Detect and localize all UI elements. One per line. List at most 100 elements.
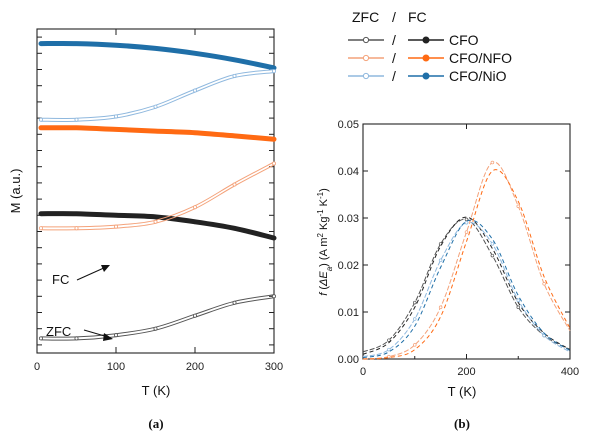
panel-a-series-cfo-nio-zfc-point-200	[192, 88, 197, 93]
fc-annotation: FC	[52, 272, 69, 287]
panel-b-series-cfo-nfo-zfc-point-200	[464, 230, 469, 234]
panel-b-series-cfo-nio-zfc-point-50	[387, 347, 391, 352]
panel-a-series-cfo-nio-zfc-point-50	[74, 117, 79, 122]
panel-a-series-cfo-nfo-zfc-point-150	[153, 219, 158, 224]
panel-a-series-cfo-nfo-fc	[38, 125, 277, 142]
panel-a-x-tick-label-300: 300	[265, 361, 283, 373]
panel-a-series-cfo-nio-zfc-point-5	[38, 117, 43, 122]
panel-a-series-cfo-nio-zfc-point-250	[232, 73, 237, 78]
panel-a-series-cfo-nio-zfc-point-100	[114, 114, 119, 119]
legend-cfo-nio-sep: /	[392, 68, 396, 84]
panel-b-series-cfo-fc	[362, 216, 571, 355]
panel-a-x-tick-label-100: 100	[107, 361, 125, 373]
panel-a-label: (a)	[148, 416, 163, 431]
zfc-arrowhead	[103, 333, 113, 341]
panel-a-series-cfo-zfc-point-300	[271, 294, 276, 299]
panel-a-x-tick-label-0: 0	[34, 361, 40, 373]
panel-b-series-cfo-nio-fc	[362, 219, 571, 359]
panel-a-series-cfo-nfo-zfc-point-5	[38, 226, 43, 231]
panel-b-series-cfo-nfo-zfc-point-250	[490, 160, 495, 165]
panel-b-series-cfo-nfo-fc	[362, 169, 571, 360]
panel-a-series-cfo-zfc-point-50	[74, 336, 79, 341]
legend-cfo-nio-fc-marker	[422, 72, 430, 80]
legend-cfo-nio-label: CFO/NiO	[449, 68, 507, 84]
panel-b-x-axis-title: T (K)	[448, 384, 477, 399]
panel-a-series	[38, 40, 277, 341]
panel-b-y-tick-label-0.03: 0.03	[338, 213, 359, 225]
panel-b-ticks: 0 200 400 0.00 0.01 0.02 0.03 0.04 0.05	[338, 119, 580, 378]
panel-a-series-cfo-zfc-point-250	[232, 300, 237, 305]
panel-b-series-cfo-nfo-zfc-point-100	[413, 343, 417, 347]
panel-a-series-cfo-zfc-point-100	[114, 333, 119, 338]
legend-cfo-zfc-marker	[362, 36, 370, 44]
fc-arrowhead	[101, 265, 110, 272]
legend-cfo-label: CFO	[449, 32, 479, 48]
panel-a-series-cfo-nfo-zfc-point-250	[232, 182, 237, 187]
legend-header-fc: FC	[408, 9, 427, 25]
panel-a-series-cfo-nfo-zfc-point-100	[114, 224, 119, 229]
panel-b-x-tick-label-200: 200	[457, 366, 475, 378]
panel-b-x-tick-label-400: 400	[561, 366, 579, 378]
panel-b-series-cfo-nfo-zfc-point-300	[516, 204, 520, 209]
panel-b-y-tick-label-0.00: 0.00	[338, 354, 359, 366]
panel-b-y-tick-label-0.05: 0.05	[338, 119, 359, 131]
panel-b-series-cfo-nio-zfc-point-300	[516, 298, 520, 303]
panel-b-series-cfo-nfo-zfc-point-150	[438, 305, 443, 310]
panel-a-series-cfo-nio-fc	[38, 40, 277, 71]
panel-a-series-cfo-nio-zfc-lower	[40, 72, 275, 122]
panel-a-series-cfo-nfo-zfc-point-300	[271, 161, 276, 166]
legend-cfo-nfo-label: CFO/NFO	[449, 50, 512, 66]
panel-b-series-cfo-zfc	[362, 218, 571, 353]
panel-a-series-cfo-fc	[38, 211, 277, 241]
legend-header-sep: /	[392, 9, 396, 25]
panel-b-y-tick-label-0.02: 0.02	[338, 260, 359, 272]
panel-b-y-tick-label-0.04: 0.04	[338, 166, 359, 178]
panel-a-series-cfo-nio-zfc-point-150	[153, 104, 158, 109]
panel-b-series-cfo-nio-zfc	[362, 221, 571, 358]
legend-header-zfc: ZFC	[352, 9, 379, 25]
panel-b-series-cfo-nio-zfc-point-250	[490, 242, 495, 246]
panel-a-y-axis-title: M (a.u.)	[8, 169, 23, 214]
panel-b-series-cfo-nio-zfc-point-200	[464, 220, 469, 225]
panel-b-y-tick-label-0.01: 0.01	[338, 307, 359, 319]
panel-a-series-cfo-zfc-point-5	[38, 336, 43, 341]
panel-b-series-cfo-zfc-point-200	[464, 217, 469, 222]
panel-b-series	[362, 160, 571, 360]
panel-a-x-tick-label-200: 200	[186, 361, 204, 373]
panel-b-series-cfo-zfc-point-100	[413, 300, 417, 305]
legend-cfo-fc-marker	[422, 36, 430, 44]
fc-arrow	[76, 266, 107, 281]
panel-a-series-cfo-zfc-point-150	[153, 326, 158, 331]
legend-cfo-nio-zfc-marker	[362, 72, 370, 80]
panel-b-series-cfo-nio-zfc-point-100	[413, 317, 417, 321]
panel-a-series-cfo-nfo-zfc-point-50	[74, 226, 79, 231]
panel-a-series-cfo-nfo-zfc-point-200	[192, 205, 197, 210]
legend: ZFC / FC / CFO / CFO/NFO / CFO/NiO	[348, 9, 512, 84]
panel-a-series-cfo-zfc-lower	[40, 297, 275, 341]
panel-b-series-cfo-nio-zfc-point-150	[438, 258, 443, 263]
legend-rows: / CFO / CFO/NFO / CFO/NiO	[348, 32, 512, 84]
zfc-annotation: ZFC	[46, 324, 71, 339]
legend-cfo-nfo-fc-marker	[422, 54, 430, 62]
panel-b-series-cfo-nfo-zfc-point-50	[387, 354, 391, 359]
panel-b-series-cfo-zfc-point-50	[387, 338, 391, 342]
panel-b-x-tick-label-0: 0	[360, 366, 366, 378]
panel-b: 0 200 400 0.00 0.01 0.02 0.03 0.04 0.05 T (K) (b…	[316, 119, 580, 431]
panel-a-series-cfo-zfc-point-200	[192, 313, 197, 318]
panel-b-y-axis-title: f (ΔEa) (A m2 Kg-1 K-1)	[316, 188, 334, 296]
panel-b-series-cfo-zfc-point-250	[490, 253, 495, 258]
panel-b-label: (b)	[454, 416, 470, 431]
panel-b-series-cfo-nfo-zfc-point-350	[542, 282, 546, 286]
legend-cfo-nfo-zfc-marker	[362, 54, 370, 62]
panel-b-series-cfo-nio-zfc-point-350	[542, 333, 546, 338]
legend-cfo-sep: /	[392, 32, 396, 48]
panel-a-frame	[36, 28, 275, 354]
panel-b-series-cfo-nfo-zfc	[362, 161, 571, 360]
legend-cfo-nfo-sep: /	[392, 50, 396, 66]
panel-a-series-cfo-zfc-upper	[40, 294, 275, 338]
panel-a: 0 100 200 300 M (a.u.) T (K) (a) FC ZFC	[8, 28, 283, 431]
panel-a-series-cfo-nio-zfc-point-300	[271, 69, 276, 74]
panel-a-x-axis-title: T (K)	[142, 383, 171, 398]
panel-a-ticks: 0 100 200 300	[34, 29, 283, 373]
